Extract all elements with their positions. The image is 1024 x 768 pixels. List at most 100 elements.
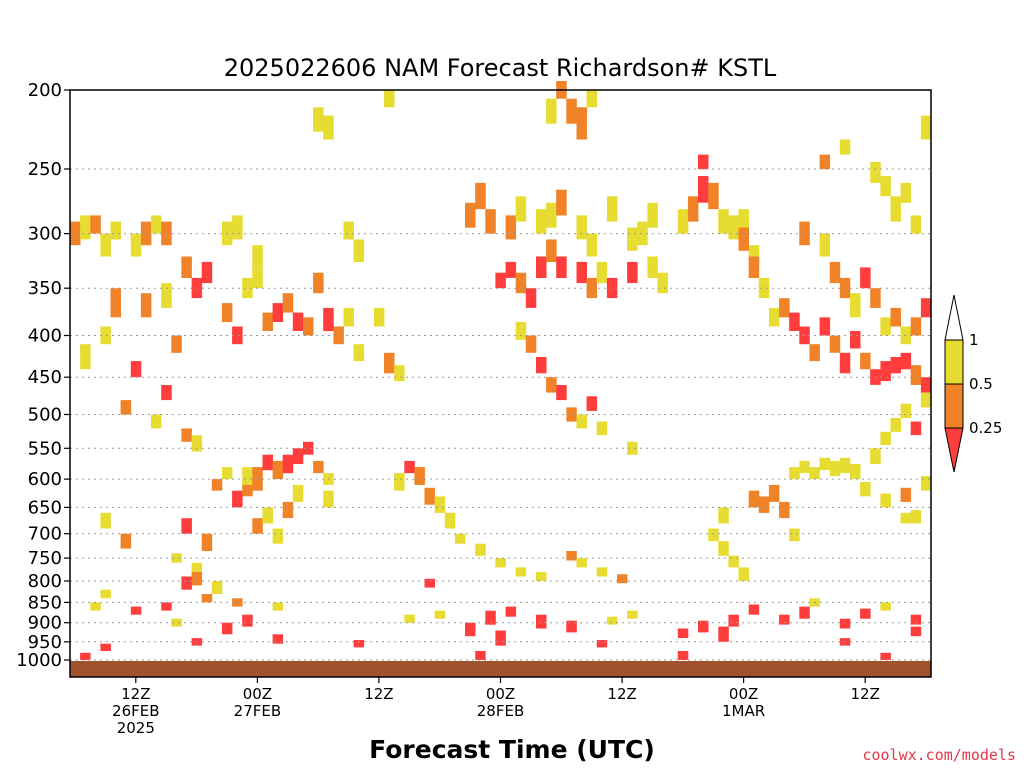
legend-swatch (944, 339, 964, 385)
heatmap-cell (313, 460, 324, 474)
heatmap-cell (272, 460, 284, 480)
heatmap-cell (677, 628, 689, 638)
heatmap-cell (252, 267, 263, 289)
heatmap-cell (424, 487, 435, 505)
legend-swatch (944, 383, 964, 429)
heatmap-cell (100, 589, 111, 599)
heatmap-cell (576, 215, 587, 240)
heatmap-cell (505, 606, 517, 617)
plot-background (70, 90, 931, 677)
heatmap-cell (586, 277, 598, 299)
heatmap-cell (424, 578, 435, 588)
x-tick-label: 12Z (851, 685, 880, 703)
heatmap-cell (789, 528, 800, 542)
heatmap-cell (677, 651, 689, 660)
heatmap-cell (323, 490, 334, 508)
chart-title: 2025022606 NAM Forecast Richardson# KSTL (224, 54, 777, 82)
ground-band (70, 661, 931, 677)
heatmap-cell (768, 307, 780, 327)
y-tick-label: 250 (28, 159, 62, 180)
heatmap-cell (333, 326, 344, 345)
heatmap-cell (242, 467, 253, 485)
heatmap-cell (708, 528, 719, 542)
heatmap-cell (890, 357, 901, 374)
heatmap-cell (292, 448, 304, 464)
heatmap-cell (262, 312, 273, 331)
heatmap-cell (586, 396, 598, 411)
heatmap-cell (596, 421, 608, 436)
heatmap-cell (495, 558, 506, 568)
heatmap-cell (161, 602, 172, 611)
heatmap-cell (910, 365, 922, 385)
heatmap-cell (434, 496, 446, 513)
legend-value: 0.5 (969, 375, 993, 393)
heatmap-cell (870, 161, 881, 183)
heatmap-cell (536, 256, 547, 278)
heatmap-cell (303, 317, 314, 336)
heatmap-cell (647, 202, 658, 228)
heatmap-cell (434, 610, 446, 619)
x-tick-label: 00Z (486, 685, 515, 703)
heatmap-cell (525, 335, 537, 353)
heatmap-cell (536, 357, 547, 374)
y-tick-label: 600 (28, 469, 62, 490)
legend-bottom-arrow (944, 427, 964, 473)
y-tick-label: 550 (28, 438, 62, 459)
x-tick-label: 27FEB (234, 702, 281, 720)
heatmap-cell (799, 326, 810, 345)
heatmap-cell (404, 614, 415, 623)
heatmap-cell (819, 154, 831, 170)
heatmap-cell (920, 298, 932, 318)
heatmap-cell (576, 414, 587, 429)
x-tick-label: 26FEB (112, 702, 159, 720)
heatmap-cell (586, 233, 598, 257)
heatmap-cell (100, 512, 111, 529)
heatmap-cell (475, 651, 486, 660)
heatmap-cell (860, 482, 871, 497)
heatmap-cell (627, 610, 638, 619)
credit-link[interactable]: coolwx.com/models (862, 746, 1016, 764)
heatmap-cell (556, 385, 567, 401)
y-tick-label: 650 (28, 497, 62, 518)
heatmap-cell (910, 421, 922, 436)
heatmap-cell (485, 209, 496, 234)
heatmap-cell (880, 431, 891, 445)
x-axis-label: Forecast Time (UTC) (369, 735, 655, 764)
heatmap-cell (232, 326, 243, 345)
heatmap-cell (414, 467, 425, 485)
heatmap-cell (353, 344, 365, 362)
heatmap-cell (748, 256, 760, 278)
heatmap-cell (657, 272, 668, 294)
heatmap-cell (292, 484, 304, 502)
heatmap-cell (394, 473, 405, 491)
heatmap-cell (140, 293, 152, 318)
x-tick-label: 28FEB (477, 702, 524, 720)
heatmap-cell (232, 598, 243, 607)
heatmap-cell (151, 215, 162, 234)
heatmap-cell (120, 533, 132, 549)
x-tick-label: 1MAR (722, 702, 765, 720)
heatmap-cell (313, 272, 324, 294)
heatmap-cell (181, 518, 192, 534)
heatmap-cell (576, 261, 587, 284)
heatmap-cell (201, 594, 213, 603)
heatmap-cell (252, 245, 263, 268)
heatmap-cell (789, 312, 800, 331)
heatmap-cell (596, 640, 608, 648)
heatmap-cell (839, 139, 851, 155)
heatmap-cell (819, 457, 831, 471)
heatmap-cell (698, 176, 709, 203)
heatmap-cell (576, 107, 587, 140)
y-tick-label: 300 (28, 224, 62, 245)
heatmap-cell (303, 441, 314, 455)
heatmap-cell (890, 196, 901, 222)
heatmap-cell (819, 317, 831, 336)
heatmap-cell (809, 344, 820, 362)
heatmap-cell (677, 209, 689, 234)
heatmap-cell (181, 576, 192, 590)
heatmap-cell (687, 196, 699, 222)
heatmap-cell (546, 202, 557, 228)
y-tick-label: 850 (28, 592, 62, 613)
heatmap-cell (627, 441, 638, 455)
